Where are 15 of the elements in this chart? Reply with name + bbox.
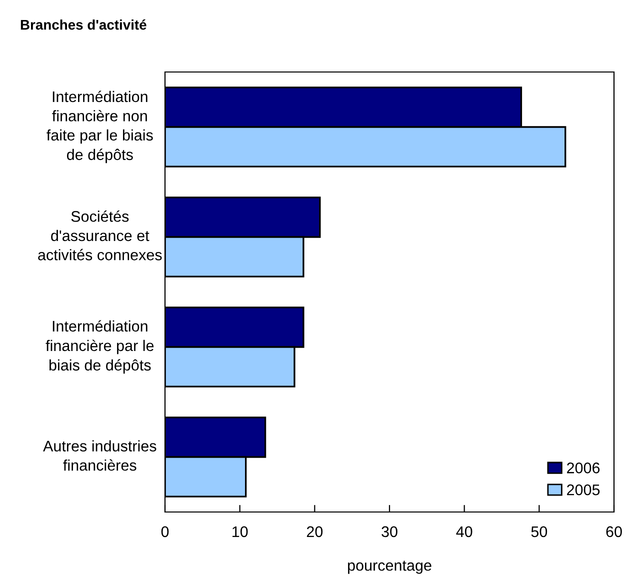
y-tick-label: Intermédiation financière par le biais de dépôts <box>46 320 154 374</box>
y-tick-label: Sociétés d'assurance et activités connexes <box>38 210 162 260</box>
x-tick-label: 10 <box>232 526 248 538</box>
legend-label: 2005 <box>567 484 600 496</box>
x-tick-label: 30 <box>382 526 398 538</box>
chart-title: Branches d'activité <box>20 19 146 30</box>
x-tick-label: 20 <box>306 526 323 538</box>
x-tick-label: 60 <box>606 526 622 538</box>
y-tick-label: Autres industries financières <box>43 440 156 471</box>
legend-label: 2006 <box>567 462 600 474</box>
x-axis-title: pourcentage <box>348 560 432 574</box>
y-tick-label: Intermédiation financière non faite par le biais de dépôts <box>46 90 153 164</box>
x-tick-label: 0 <box>161 526 169 538</box>
x-tick-label: 50 <box>531 526 548 538</box>
x-tick-label: 40 <box>456 526 472 538</box>
